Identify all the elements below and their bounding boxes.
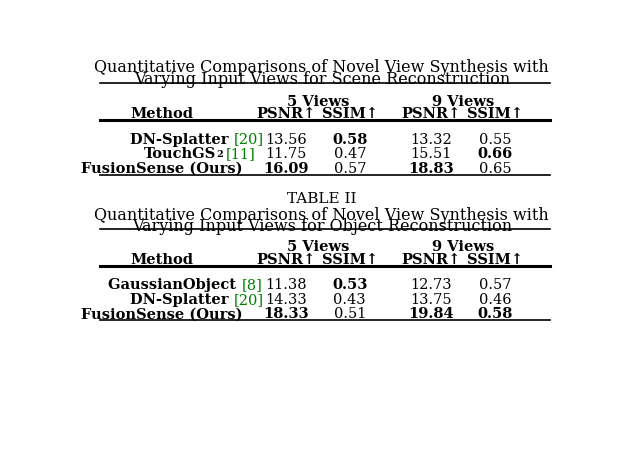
- Text: 16.09: 16.09: [264, 162, 309, 176]
- Text: SSIM↑: SSIM↑: [467, 253, 524, 267]
- Text: 0.55: 0.55: [479, 133, 512, 147]
- Text: 0.58: 0.58: [332, 133, 367, 147]
- Text: SSIM↑: SSIM↑: [322, 107, 378, 121]
- Text: 9 Views: 9 Views: [432, 95, 494, 109]
- Text: 13.56: 13.56: [265, 133, 307, 147]
- Text: PSNR↑: PSNR↑: [401, 107, 461, 121]
- Text: 13.32: 13.32: [410, 133, 452, 147]
- Text: 11.38: 11.38: [266, 278, 307, 292]
- Text: [11]: [11]: [225, 147, 256, 161]
- Text: 0.47: 0.47: [333, 147, 366, 161]
- Text: Method: Method: [131, 107, 193, 121]
- Text: PSNR↑: PSNR↑: [401, 253, 461, 267]
- Text: 0.66: 0.66: [478, 147, 513, 161]
- Text: [20]: [20]: [234, 293, 264, 307]
- Text: 0.53: 0.53: [332, 278, 367, 292]
- Text: 0.43: 0.43: [333, 293, 366, 307]
- Text: Method: Method: [131, 253, 193, 267]
- Text: DN-Splatter: DN-Splatter: [130, 133, 234, 147]
- Text: FusionSense (Ours): FusionSense (Ours): [82, 307, 243, 321]
- Text: TABLE II: TABLE II: [287, 192, 357, 206]
- Text: 0.57: 0.57: [333, 162, 366, 176]
- Text: 5 Views: 5 Views: [287, 95, 349, 109]
- Text: Quantitative Comparisons of Novel View Synthesis with: Quantitative Comparisons of Novel View S…: [94, 59, 550, 76]
- Text: 14.33: 14.33: [265, 293, 307, 307]
- Text: GaussianObject: GaussianObject: [108, 278, 241, 292]
- Text: 18.83: 18.83: [408, 162, 454, 176]
- Text: 0.51: 0.51: [333, 307, 366, 321]
- Text: 13.75: 13.75: [410, 293, 452, 307]
- Text: 5 Views: 5 Views: [287, 240, 349, 254]
- Text: 18.33: 18.33: [263, 307, 309, 321]
- Text: SSIM↑: SSIM↑: [467, 107, 524, 121]
- Text: 19.84: 19.84: [408, 307, 454, 321]
- Text: Varying Input Views for Scene Reconstruction: Varying Input Views for Scene Reconstruc…: [134, 71, 510, 88]
- Text: PSNR↑: PSNR↑: [256, 253, 316, 267]
- Text: TouchGS: TouchGS: [144, 147, 217, 161]
- Text: 15.51: 15.51: [411, 147, 452, 161]
- Text: 2: 2: [217, 149, 223, 159]
- Text: 0.46: 0.46: [479, 293, 512, 307]
- Text: 0.58: 0.58: [478, 307, 513, 321]
- Text: 9 Views: 9 Views: [432, 240, 494, 254]
- Text: [20]: [20]: [234, 133, 264, 147]
- Text: [8]: [8]: [241, 278, 262, 292]
- Text: 11.75: 11.75: [266, 147, 307, 161]
- Text: Varying Input Views for Object Reconstruction: Varying Input Views for Object Reconstru…: [132, 218, 512, 235]
- Text: Quantitative Comparisons of Novel View Synthesis with: Quantitative Comparisons of Novel View S…: [94, 207, 550, 224]
- Text: 12.73: 12.73: [410, 278, 452, 292]
- Text: PSNR↑: PSNR↑: [256, 107, 316, 121]
- Text: SSIM↑: SSIM↑: [322, 253, 378, 267]
- Text: 0.57: 0.57: [479, 278, 512, 292]
- Text: FusionSense (Ours): FusionSense (Ours): [82, 162, 243, 176]
- Text: 0.65: 0.65: [479, 162, 512, 176]
- Text: DN-Splatter: DN-Splatter: [130, 293, 234, 307]
